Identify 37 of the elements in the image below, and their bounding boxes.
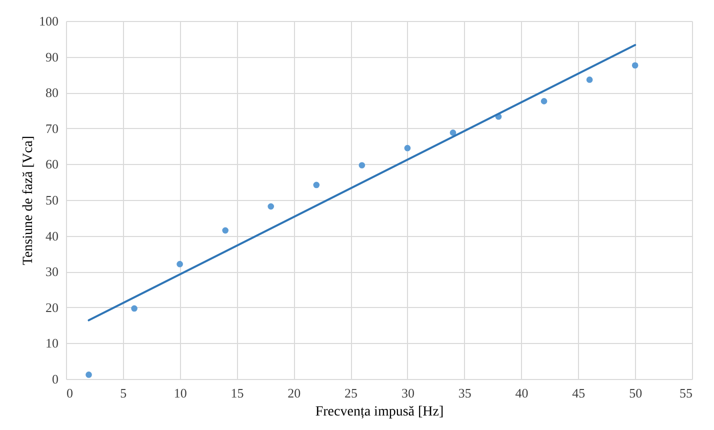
y-tick-label: 80: [46, 85, 58, 100]
x-tick-label: 35: [458, 386, 472, 400]
x-tick-label: 25: [344, 386, 358, 400]
point: [222, 227, 229, 234]
x-tick-label: 40: [515, 386, 528, 400]
x-tick-label: 10: [174, 386, 187, 400]
x-tick-label: 20: [288, 386, 301, 400]
point: [268, 203, 274, 210]
point: [586, 76, 593, 83]
y-tick-label: 70: [46, 120, 58, 136]
y-tick-label: 10: [46, 336, 58, 351]
point: [632, 62, 638, 69]
y-axis-title: Tensiune de fază [Vca]: [21, 136, 36, 266]
x-axis-title: Frecvența impusă [Hz]: [315, 404, 444, 420]
point: [176, 260, 183, 268]
point: [313, 182, 320, 188]
x-tick-label: 5: [120, 386, 127, 400]
x-tick-label: 0: [66, 386, 73, 400]
point: [540, 98, 548, 104]
y-tick-label: 100: [39, 14, 58, 28]
y-tick-label: 60: [46, 156, 58, 172]
y-tick-label: 30: [46, 264, 58, 280]
x-tick-label: 55: [680, 386, 692, 400]
x-tick-label: 50: [629, 386, 642, 400]
x-tick-label: 45: [572, 386, 586, 400]
point: [358, 162, 366, 168]
x-tick-label: 30: [401, 386, 414, 400]
y-tick-label: 40: [46, 228, 58, 244]
point: [450, 130, 456, 136]
x-tick-label: 15: [230, 386, 244, 400]
y-tick-label: 0: [52, 372, 58, 386]
point: [131, 305, 138, 312]
point: [404, 144, 411, 152]
point: [86, 372, 92, 378]
y-tick-label: 50: [46, 192, 58, 208]
y-tick-label: 90: [46, 49, 58, 64]
y-tick-label: 20: [46, 300, 58, 315]
